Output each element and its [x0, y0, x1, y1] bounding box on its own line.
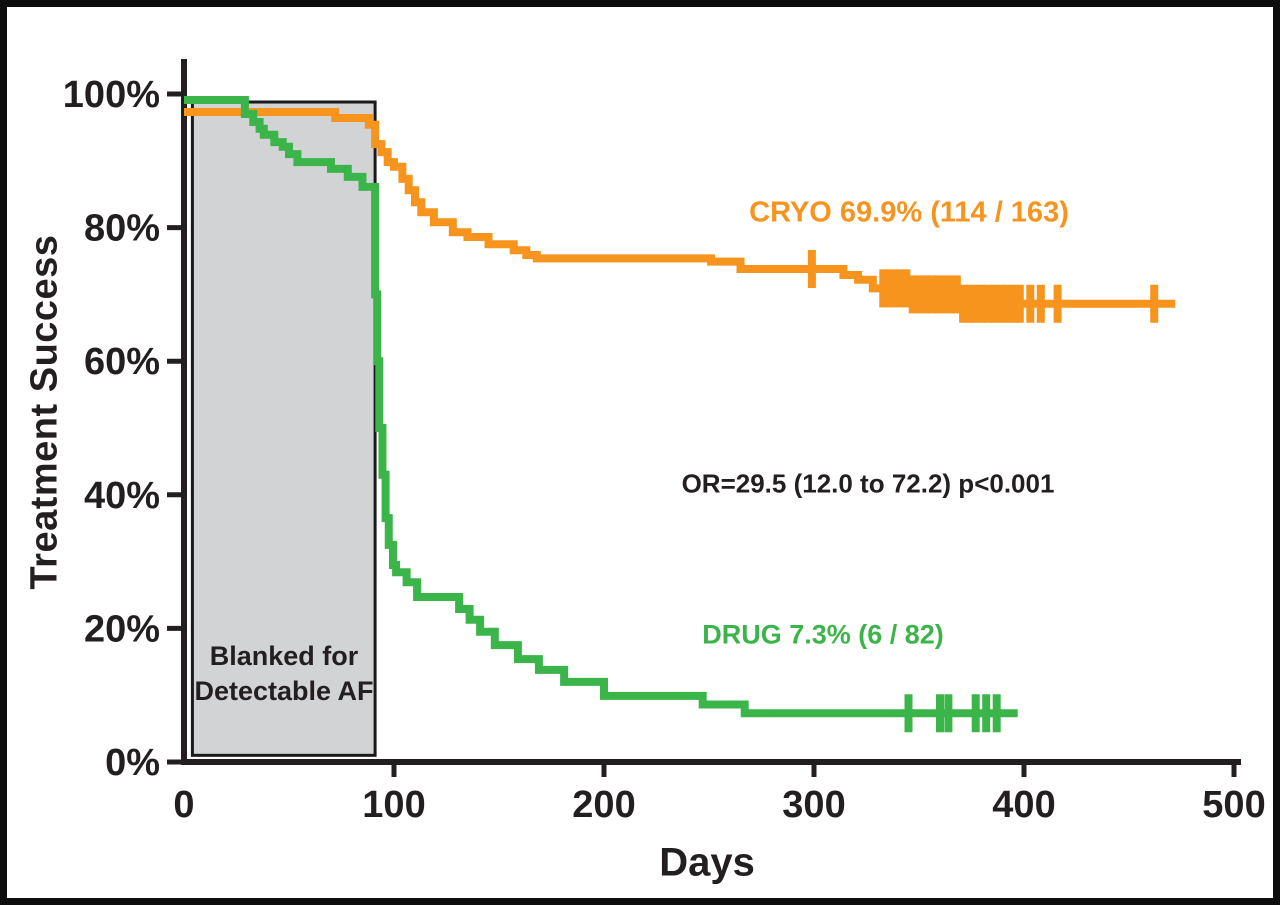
- blanking-period-label: Blanked for Detectable AF: [164, 639, 404, 709]
- odds-ratio-annotation: OR=29.5 (12.0 to 72.2) p<0.001: [681, 468, 1055, 499]
- x-tick-label: 200: [572, 784, 635, 826]
- blanking-region: [190, 100, 377, 757]
- x-axis-title: Days: [659, 840, 755, 885]
- x-tick-label: 500: [1202, 784, 1265, 826]
- y-tick-label: 40%: [84, 475, 160, 517]
- y-tick-label: 100%: [63, 74, 160, 116]
- x-tick-label: 0: [173, 784, 194, 826]
- x-tick-label: 100: [362, 784, 425, 826]
- blanking-period-label-line2: Detectable AF: [194, 676, 374, 706]
- y-axis-title: Treatment Success: [23, 234, 66, 590]
- series-curve-drug: [184, 96, 1018, 718]
- drug-series-label: DRUG 7.3% (6 / 82): [702, 619, 944, 650]
- series-curve-cryo: [184, 108, 1176, 308]
- km-chart-canvas: 0% 20% 40% 60% 80% 100% 0 100 200 300 400 500: [63, 59, 1266, 826]
- y-tick-label: 0%: [105, 742, 160, 784]
- x-tick-label: 400: [992, 784, 1055, 826]
- x-tick-label: 300: [782, 784, 845, 826]
- y-tick-label: 80%: [84, 208, 160, 250]
- y-tick-label: 20%: [84, 608, 160, 650]
- blanking-period-label-line1: Blanked for: [209, 640, 359, 671]
- y-tick-label: 60%: [84, 341, 160, 383]
- cryo-series-label: CRYO 69.9% (114 / 163): [749, 196, 1069, 229]
